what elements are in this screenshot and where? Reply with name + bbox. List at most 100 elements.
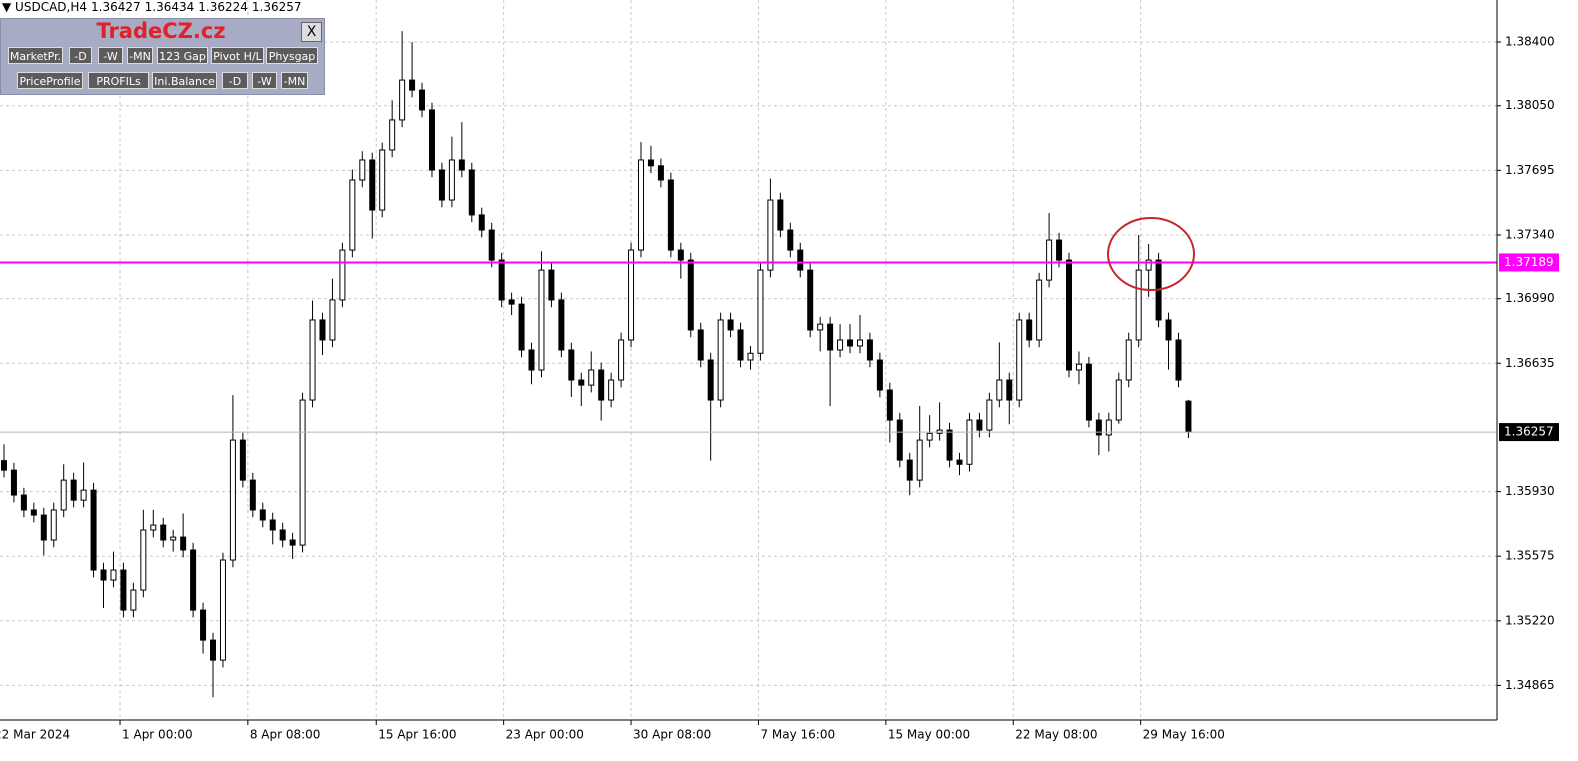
y-tick-label: 1.36635 xyxy=(1505,356,1555,370)
candle-body xyxy=(976,419,983,431)
candle-body xyxy=(379,149,386,211)
y-tick-label: 1.37695 xyxy=(1505,163,1555,177)
button[interactable]: Ini.Balance xyxy=(152,72,217,89)
candle-body xyxy=(926,432,933,441)
level-label: 1.37189 xyxy=(1504,255,1554,269)
candle-body xyxy=(1135,269,1142,341)
candle-body xyxy=(229,439,236,561)
candle-body xyxy=(170,536,177,541)
candle-body xyxy=(279,529,286,541)
close-button[interactable]: X xyxy=(301,22,322,42)
button[interactable]: Physgap xyxy=(266,47,318,64)
candle-body xyxy=(20,494,27,511)
button[interactable]: MarketPr. xyxy=(8,47,63,64)
x-tick-label: 23 Apr 00:00 xyxy=(506,728,584,742)
candle-body xyxy=(886,389,893,421)
candle-body xyxy=(757,269,764,354)
candle-body xyxy=(239,439,246,481)
candle-body xyxy=(180,536,187,551)
candle-body xyxy=(349,179,356,251)
candle-body xyxy=(50,509,57,541)
candle-body xyxy=(657,165,664,181)
candle-body xyxy=(70,479,77,501)
candle-body xyxy=(797,249,804,271)
candle-body xyxy=(259,509,266,521)
price-label: 1.36257 xyxy=(1504,425,1554,439)
button[interactable]: 123 Gap xyxy=(157,47,208,64)
price-box xyxy=(1499,423,1559,442)
candle-body xyxy=(647,159,654,167)
candle-body xyxy=(210,639,217,661)
button[interactable]: -MN xyxy=(127,47,153,64)
candle-body xyxy=(508,299,515,305)
candle-body xyxy=(100,569,107,581)
candle-body xyxy=(299,399,306,546)
candle-body xyxy=(80,489,87,501)
button[interactable]: -D xyxy=(69,47,92,64)
y-tick-label: 1.35220 xyxy=(1505,613,1555,627)
button[interactable]: -W xyxy=(252,72,277,89)
candle-body xyxy=(677,249,684,261)
candle-body xyxy=(0,460,7,471)
candle-body xyxy=(966,419,973,465)
candle-body xyxy=(528,349,535,371)
candle-body xyxy=(110,569,117,581)
candle-body xyxy=(1075,363,1082,371)
button[interactable]: PriceProfile xyxy=(17,72,83,89)
candle-body xyxy=(478,214,485,231)
candle-body xyxy=(498,259,505,301)
button[interactable]: -D xyxy=(222,72,248,89)
candle-body xyxy=(807,269,814,331)
candle-body xyxy=(956,459,963,465)
header: ▼ USDCAD,H4 1.36427 1.36434 1.36224 1.36257 xyxy=(2,0,302,14)
candle-body xyxy=(777,199,784,231)
candle-body xyxy=(856,339,863,347)
candle-body xyxy=(827,323,834,351)
candle-body xyxy=(269,519,276,531)
candle-body xyxy=(1006,379,1013,401)
candles xyxy=(0,31,1192,698)
candle-body xyxy=(876,359,883,391)
x-tick-label: 22 Mar 2024 xyxy=(0,728,70,742)
button[interactable]: -MN xyxy=(281,72,308,89)
candle-body xyxy=(150,524,157,531)
candle-body xyxy=(160,524,167,541)
candle-body xyxy=(667,179,674,251)
candle-body xyxy=(329,299,336,341)
candle-body xyxy=(1185,400,1192,433)
symbol: USDCAD,H4 xyxy=(15,0,87,14)
tool-panel: TradeCZ.cz X MarketPr. -D -W -MN 123 Gap… xyxy=(0,18,325,95)
candle-body xyxy=(1085,363,1092,421)
x-tick-label: 22 May 08:00 xyxy=(1015,728,1097,742)
ohlc-close: 1.36257 xyxy=(251,0,302,14)
y-tick-label: 1.36990 xyxy=(1505,291,1555,305)
candle-body xyxy=(1095,419,1102,436)
x-tick-label: 15 Apr 16:00 xyxy=(378,728,456,742)
x-tick-label: 15 May 00:00 xyxy=(888,728,970,742)
candle-body xyxy=(538,269,545,371)
button[interactable]: PROFILs xyxy=(88,72,149,89)
candle-body xyxy=(628,249,635,341)
candle-body xyxy=(707,359,714,401)
candle-body xyxy=(458,159,465,171)
button[interactable]: -W xyxy=(98,47,123,64)
candle-body xyxy=(190,549,197,611)
candle-body xyxy=(598,369,605,401)
y-tick-label: 1.37340 xyxy=(1505,227,1555,241)
candle-body xyxy=(747,352,754,361)
candle-body xyxy=(986,399,993,431)
y-tick-label: 1.38400 xyxy=(1505,35,1555,49)
candle-body xyxy=(200,609,207,641)
button[interactable]: Pivot H/L xyxy=(211,47,264,64)
candle-body xyxy=(1016,319,1023,401)
candle-body xyxy=(369,159,376,211)
candle-body xyxy=(548,269,555,301)
candle-body xyxy=(1066,259,1073,371)
y-tick-label: 1.35930 xyxy=(1505,484,1555,498)
candle-body xyxy=(339,249,346,301)
candle-body xyxy=(90,489,97,571)
candle-body xyxy=(638,159,645,251)
candle-body xyxy=(896,419,903,461)
panel-title: TradeCZ.cz xyxy=(96,19,226,43)
